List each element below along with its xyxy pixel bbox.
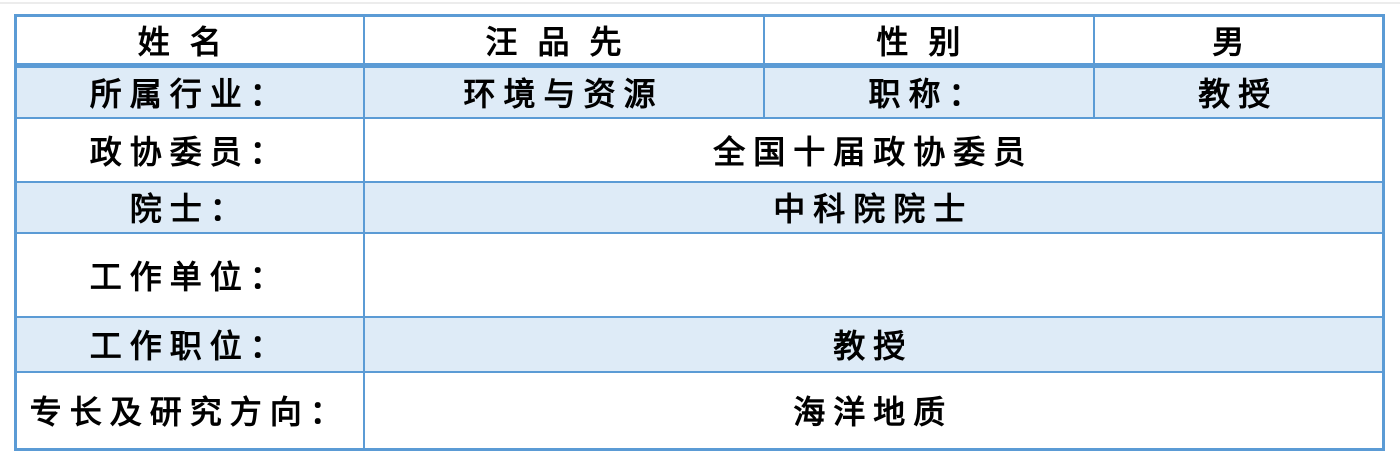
gender-value: 男 [1092,14,1385,68]
table-row: 工作单位： [14,231,1385,318]
professional-title-value: 教授 [1092,64,1385,119]
table-row: 姓名 汪品先 性别 男 [14,14,1385,68]
academician-value: 中科院院士 [362,180,1385,234]
work-position-value: 教授 [362,315,1385,373]
table-row: 工作职位： 教授 [14,315,1385,373]
table-row: 专长及研究方向： 海洋地质 [14,370,1385,451]
cppcc-member-value: 全国十届政协委员 [362,116,1385,183]
name-value: 汪品先 [362,14,765,68]
industry-value: 环境与资源 [362,64,765,119]
table-row: 政协委员： 全国十届政协委员 [14,116,1385,183]
table-row: 院士： 中科院院士 [14,180,1385,234]
professional-title-label: 职称： [762,64,1095,119]
cppcc-member-label: 政协委员： [14,116,365,183]
name-label: 姓名 [14,14,365,68]
table-row: 所属行业： 环境与资源 职称： 教授 [14,64,1385,119]
work-unit-value [362,231,1385,318]
industry-label: 所属行业： [14,64,365,119]
gender-label: 性别 [762,14,1095,68]
work-unit-label: 工作单位： [14,231,365,318]
person-profile-table: 姓名 汪品先 性别 男 所属行业： 环境与资源 职称： 教授 政协委员： 全国十… [14,14,1385,451]
page-top-divider [0,2,1400,4]
academician-label: 院士： [14,180,365,234]
specialty-value: 海洋地质 [362,370,1385,451]
specialty-label: 专长及研究方向： [14,370,365,451]
work-position-label: 工作职位： [14,315,365,373]
